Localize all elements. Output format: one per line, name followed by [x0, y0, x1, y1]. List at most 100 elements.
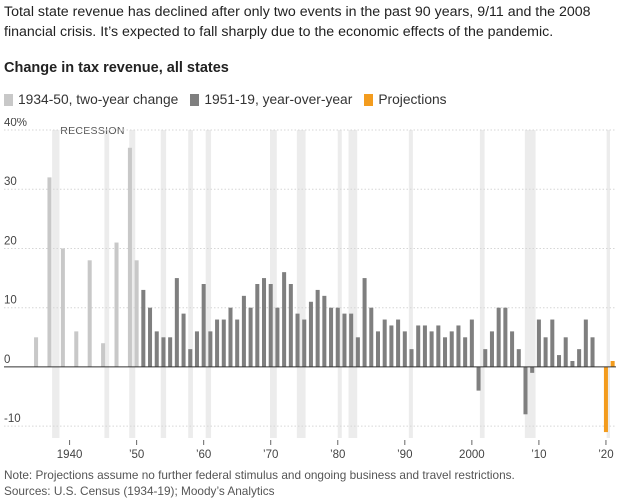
recession-band: [337, 130, 342, 438]
legend-swatch-projections: [364, 93, 374, 106]
bar: [577, 349, 582, 367]
bar: [543, 337, 548, 367]
bar: [101, 343, 106, 367]
bar: [295, 313, 300, 367]
legend-swatch-early: [4, 93, 13, 106]
y-tick-label: 30: [4, 176, 17, 188]
legend-item-modern: 1951-19, year-over-year: [190, 92, 352, 107]
legend-swatch-modern: [190, 93, 200, 106]
bar: [34, 337, 39, 367]
bar: [416, 325, 421, 367]
bar: [382, 319, 387, 367]
bar: [275, 307, 280, 367]
bar: [161, 337, 166, 367]
bar: [215, 319, 220, 367]
x-tick-label: ’80: [330, 449, 345, 461]
y-tick-label: 40%: [4, 118, 27, 129]
bar: [268, 284, 273, 367]
recession-band: [104, 130, 110, 438]
tax-revenue-chart: RECESSION -10 0 10 20 30 40% 1940 ’50 ’60 ’70 ’80 ’9…: [4, 118, 616, 461]
bar: [87, 260, 92, 367]
bar: [557, 355, 562, 367]
x-tick-label: ’20: [598, 449, 613, 461]
bar: [610, 361, 615, 367]
bar: [47, 177, 52, 367]
chart-footer: Note: Projections assume no further fede…: [4, 467, 515, 499]
bar: [550, 319, 555, 367]
recession-band: [296, 130, 306, 438]
bar: [262, 278, 267, 367]
recession-band: [479, 130, 485, 438]
chart-title: Change in tax revenue, all states: [4, 60, 229, 76]
bar: [208, 331, 213, 367]
legend-item-projections: Projections: [364, 92, 447, 107]
bar: [496, 307, 501, 367]
bar: [329, 307, 334, 367]
intro-text: Total state revenue has declined after o…: [4, 4, 591, 40]
bar: [436, 325, 441, 367]
bar: [590, 337, 595, 367]
bar: [469, 319, 474, 367]
bar: [148, 307, 153, 367]
x-tick-label: 1940: [57, 449, 83, 461]
bar: [228, 307, 233, 367]
chart-legend: 1934-50, two-year change 1951-19, year-o…: [4, 92, 459, 107]
bar: [523, 366, 528, 415]
bar: [315, 289, 320, 367]
bar: [443, 337, 448, 367]
bar: [429, 331, 434, 367]
recession-label: RECESSION: [60, 125, 125, 137]
legend-item-early: 1934-50, two-year change: [4, 92, 178, 107]
x-tick-label: ’50: [129, 449, 144, 461]
bar: [114, 242, 119, 367]
bar: [134, 260, 139, 367]
bar: [282, 272, 287, 367]
bar: [563, 337, 568, 367]
y-tick-label: 20: [4, 235, 17, 247]
x-tick-label: ’60: [196, 449, 211, 461]
bar: [241, 295, 246, 367]
bar: [221, 319, 226, 367]
bar: [536, 319, 541, 367]
bar: [335, 307, 340, 367]
x-tick-label: 2000: [459, 449, 485, 461]
bar: [396, 319, 401, 367]
y-tick-label: 0: [4, 354, 10, 366]
bar: [60, 248, 65, 367]
legend-label-projections: Projections: [378, 92, 447, 107]
recession-band: [348, 130, 358, 438]
bar: [375, 331, 380, 367]
recession-band: [52, 130, 60, 438]
recession-band: [270, 130, 277, 438]
recession-band: [160, 130, 167, 438]
x-tick-label: ’10: [531, 449, 546, 461]
bar: [355, 337, 360, 367]
bar: [248, 307, 253, 367]
bar: [422, 325, 427, 367]
bar: [174, 278, 179, 367]
x-tick-label: ’90: [397, 449, 412, 461]
bar: [389, 325, 394, 367]
bar: [322, 295, 327, 367]
recession-band: [188, 130, 193, 438]
y-tick-label: -10: [4, 413, 21, 425]
bar: [449, 331, 454, 367]
bar: [74, 331, 79, 367]
bar: [127, 147, 132, 367]
bar: [603, 366, 608, 433]
chart-sources: Sources: U.S. Census (1934-19); Moody’s …: [4, 484, 275, 498]
recession-band: [205, 130, 212, 438]
bar: [201, 284, 206, 367]
bar: [235, 319, 240, 367]
bar: [516, 349, 521, 367]
bar: [302, 319, 307, 367]
bar: [402, 331, 407, 367]
bar: [308, 301, 313, 367]
recession-band: [606, 130, 610, 438]
legend-label-modern: 1951-19, year-over-year: [204, 92, 353, 107]
bar: [456, 325, 461, 367]
bar: [510, 331, 515, 367]
bar: [349, 313, 354, 367]
bar: [570, 361, 575, 367]
bar: [141, 289, 146, 367]
